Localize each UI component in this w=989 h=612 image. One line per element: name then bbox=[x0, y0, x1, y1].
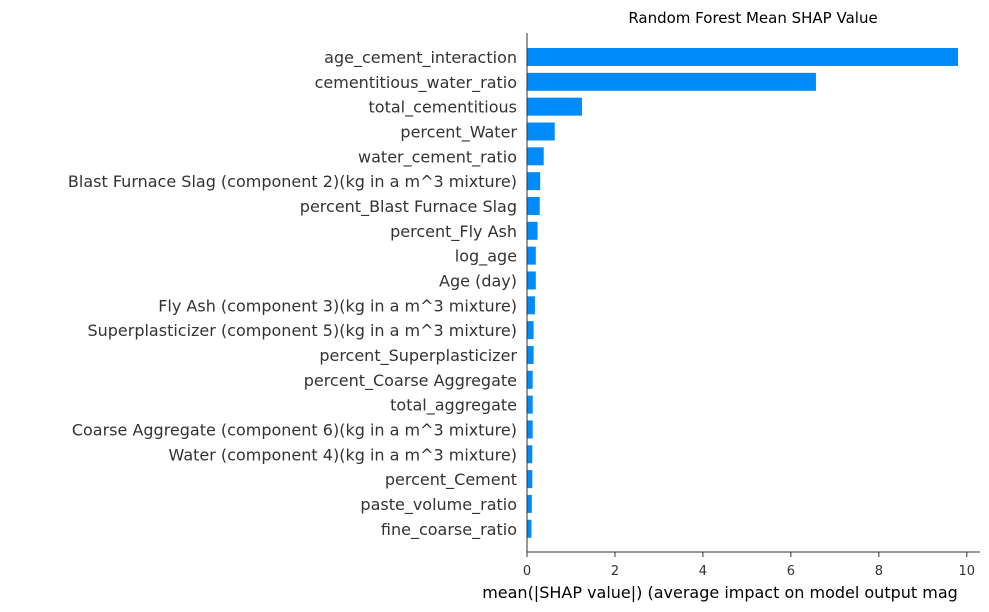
y-tick-labels: age_cement_interaction cementitious_water… bbox=[68, 48, 518, 540]
bar-18 bbox=[527, 494, 532, 513]
x-tick-label-4: 8 bbox=[875, 564, 883, 579]
bar-19 bbox=[527, 519, 532, 538]
y-tick-label-2: total_cementitious bbox=[369, 98, 518, 118]
y-tick-label-9: Age (day) bbox=[439, 271, 517, 290]
y-tick-label-15: Coarse Aggregate (component 6)(kg in a m… bbox=[72, 420, 517, 439]
x-tick-label-5: 10 bbox=[959, 564, 976, 579]
bar-17 bbox=[527, 470, 533, 489]
bar-3 bbox=[527, 122, 555, 141]
chart-title: Random Forest Mean SHAP Value bbox=[628, 9, 877, 27]
bar-8 bbox=[527, 246, 536, 265]
y-tick-label-4: water_cement_ratio bbox=[358, 147, 517, 167]
y-tick-label-6: percent_Blast Furnace Slag bbox=[300, 197, 517, 217]
y-tick-label-14: total_aggregate bbox=[390, 396, 517, 416]
y-tick-label-10: Fly Ash (component 3)(kg in a m^3 mixtur… bbox=[158, 296, 517, 315]
y-tick-label-11: Superplasticizer (component 5)(kg in a m… bbox=[87, 321, 517, 340]
bar-12 bbox=[527, 345, 534, 364]
bar-2 bbox=[527, 97, 582, 116]
bar-0 bbox=[527, 48, 959, 66]
x-tick-label-0: 0 bbox=[523, 564, 531, 579]
y-tick-label-13: percent_Coarse Aggregate bbox=[304, 371, 517, 391]
y-tick-label-16: Water (component 4)(kg in a m^3 mixture) bbox=[169, 445, 517, 464]
y-tick-label-18: paste_volume_ratio bbox=[360, 495, 517, 515]
y-tick-label-5: Blast Furnace Slag (component 2)(kg in a… bbox=[68, 172, 517, 191]
bar-1 bbox=[527, 72, 816, 91]
x-tick-label-1: 2 bbox=[611, 564, 619, 579]
bar-6 bbox=[527, 196, 540, 215]
y-tick-label-3: percent_Water bbox=[400, 122, 517, 142]
x-axis-label: mean(|SHAP value|) (average impact on mo… bbox=[482, 583, 958, 602]
y-tick-label-1: cementitious_water_ratio bbox=[315, 73, 517, 93]
bar-15 bbox=[527, 420, 533, 439]
bar-16 bbox=[527, 445, 533, 464]
bars-group bbox=[527, 48, 959, 538]
bar-14 bbox=[527, 395, 533, 414]
bar-5 bbox=[527, 172, 541, 191]
y-tick-label-7: percent_Fly Ash bbox=[390, 222, 517, 242]
bar-10 bbox=[527, 296, 535, 315]
y-tick-label-0: age_cement_interaction bbox=[324, 48, 517, 68]
x-tick-label-3: 6 bbox=[787, 564, 795, 579]
bar-7 bbox=[527, 221, 538, 240]
y-tick-label-19: fine_coarse_ratio bbox=[381, 520, 517, 540]
y-tick-label-8: log_age bbox=[455, 247, 517, 267]
x-tick-label-2: 4 bbox=[699, 564, 707, 579]
bar-9 bbox=[527, 271, 536, 290]
y-tick-label-12: percent_Superplasticizer bbox=[319, 346, 517, 366]
bar-4 bbox=[527, 147, 544, 166]
x-ticks: 0 2 4 6 8 10 bbox=[523, 552, 975, 579]
bar-13 bbox=[527, 370, 533, 389]
bar-11 bbox=[527, 321, 534, 340]
y-tick-label-17: percent_Cement bbox=[385, 470, 517, 490]
